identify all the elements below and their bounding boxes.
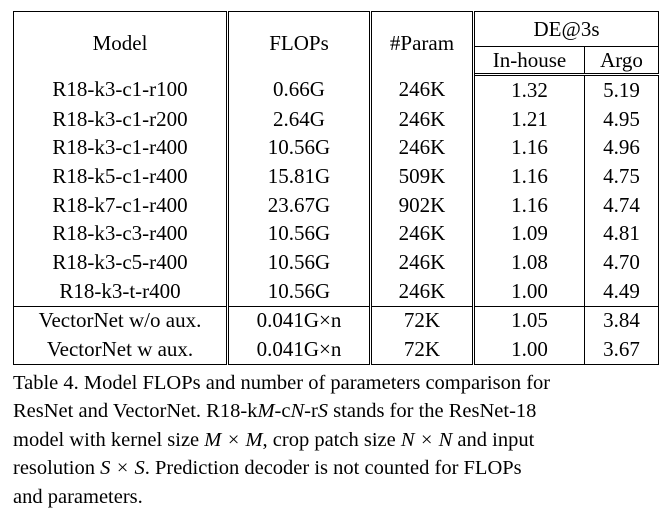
- table-caption: Table 4. Model FLOPs and number of param…: [13, 369, 661, 511]
- cell-inhouse: 1.08: [473, 248, 585, 277]
- caption-line-4: resolution S × S. Prediction decoder is …: [13, 454, 661, 482]
- caption-math: S: [317, 400, 329, 423]
- cell-inhouse: 1.21: [473, 104, 585, 134]
- caption-math: M × M: [204, 428, 263, 451]
- header-model: Model: [13, 11, 229, 75]
- cell-argo: 4.96: [603, 135, 640, 160]
- cell-param: 72K: [370, 306, 475, 335]
- cell-flops: 10.56G: [227, 133, 372, 163]
- cell-inhouse: 1.16: [473, 190, 585, 220]
- cell-param: 246K: [370, 248, 475, 277]
- cell-param: 246K: [370, 133, 475, 163]
- cell-param: 246K: [370, 74, 475, 105]
- cell-model: R18-k3-c1-r200: [13, 104, 229, 134]
- cell-param: 72K: [370, 335, 475, 364]
- cell-param: 246K: [370, 104, 475, 134]
- cell-model: R18-k3-c1-r400: [13, 133, 229, 163]
- table-row: R18-k3-c1-r400 10.56G 246K 1.16 4.96: [13, 133, 659, 163]
- caption-text: , crop patch size: [262, 428, 401, 451]
- header-argo: Argo: [584, 46, 659, 76]
- cell-argo: 4.95: [603, 106, 640, 131]
- results-table: Model FLOPs #Param DE@3s In-house Argo R…: [13, 11, 660, 365]
- caption-text: and input: [452, 428, 535, 451]
- cell-flops: 23.67G: [227, 190, 372, 220]
- cell-argo-best: 3.67: [603, 336, 640, 361]
- cell-model: R18-k5-c1-r400: [13, 162, 229, 191]
- cell-model: R18-k3-c3-r400: [13, 219, 229, 249]
- cell-argo: 4.81: [603, 221, 640, 246]
- cell-model: R18-k3-c5-r400: [13, 248, 229, 277]
- cell-flops: 15.81G: [227, 162, 372, 191]
- cell-argo: 4.49: [584, 276, 659, 307]
- cell-param: 902K: [370, 190, 475, 220]
- header-param: #Param: [370, 11, 475, 75]
- cell-flops: 0.66G: [227, 74, 372, 105]
- cell-argo: 4.74: [603, 192, 640, 217]
- caption-line-2: ResNet and VectorNet. R18-kM-cN-rS stand…: [13, 397, 661, 425]
- cell-model: R18-k7-c1-r400: [13, 190, 229, 220]
- caption-text: -c: [274, 400, 291, 423]
- cell-param: 246K: [370, 276, 475, 307]
- cell-model: VectorNet w aux.: [13, 335, 229, 364]
- caption-line-1: Table 4. Model FLOPs and number of param…: [13, 372, 551, 394]
- caption-math: S × S: [100, 457, 145, 480]
- table-row: R18-k7-c1-r400 23.67G 902K 1.16 4.74: [13, 190, 659, 220]
- header-inhouse: In-house: [473, 46, 585, 76]
- cell-param: 246K: [370, 219, 475, 249]
- cell-flops: 10.56G: [227, 276, 372, 307]
- table-row: R18-k3-t-r400 10.56G 246K 1.00 4.49: [13, 276, 659, 307]
- table-row-vectornet: VectorNet w aux. 0.041G×n 72K 1.00 3.67: [13, 335, 659, 364]
- cell-model: VectorNet w/o aux.: [13, 306, 229, 335]
- cell-inhouse: 1.05: [473, 306, 585, 335]
- caption-math: N: [290, 400, 305, 423]
- results-table-container: Model FLOPs #Param DE@3s In-house Argo R…: [13, 11, 660, 365]
- table-row: R18-k5-c1-r400 15.81G 509K 1.16 4.75: [13, 162, 659, 191]
- table-row: R18-k3-c3-r400 10.56G 246K 1.09 4.81: [13, 219, 659, 249]
- cell-inhouse: 1.09: [473, 219, 585, 249]
- cell-param: 509K: [370, 162, 475, 191]
- cell-argo: 3.84: [603, 308, 640, 333]
- caption-line-3: model with kernel size M × M, crop patch…: [13, 426, 661, 454]
- cell-argo: 4.70: [603, 249, 640, 274]
- caption-text: stands for the ResNet-18: [328, 400, 537, 423]
- cell-flops: 0.041G×n: [227, 335, 372, 364]
- table-row: R18-k3-c1-r100 0.66G 246K 1.32 5.19: [13, 74, 659, 105]
- caption-text: -r: [304, 400, 318, 423]
- cell-inhouse: 1.00: [473, 276, 585, 307]
- table-row: R18-k3-c5-r400 10.56G 246K 1.08 4.70: [13, 248, 659, 277]
- cell-flops: 0.041G×n: [227, 306, 372, 335]
- cell-inhouse: 1.32: [473, 74, 585, 105]
- cell-inhouse-best: 1.00: [473, 335, 585, 364]
- cell-model: R18-k3-c1-r100: [13, 74, 229, 105]
- caption-text: ResNet and VectorNet. R18-k: [13, 400, 258, 423]
- header-flops: FLOPs: [227, 11, 372, 75]
- caption-text: . Prediction decoder is not counted for …: [144, 457, 522, 480]
- table-row-vectornet: VectorNet w/o aux. 0.041G×n 72K 1.05 3.8…: [13, 306, 659, 335]
- cell-model: R18-k3-t-r400: [13, 276, 229, 307]
- caption-math: M: [257, 400, 275, 423]
- cell-argo: 5.19: [603, 77, 640, 102]
- header-de3s: DE@3s: [533, 16, 600, 41]
- caption-text: resolution: [13, 457, 101, 480]
- cell-flops: 10.56G: [227, 219, 372, 249]
- caption-text: model with kernel size: [13, 428, 205, 451]
- cell-flops: 2.64G: [227, 104, 372, 134]
- cell-inhouse: 1.16: [473, 162, 585, 191]
- caption-line-5: and parameters.: [13, 485, 143, 508]
- caption-math: N × N: [400, 428, 453, 451]
- cell-inhouse: 1.16: [473, 133, 585, 163]
- table-row: R18-k3-c1-r200 2.64G 246K 1.21 4.95: [13, 104, 659, 134]
- cell-flops: 10.56G: [227, 248, 372, 277]
- cell-argo: 4.75: [603, 163, 640, 188]
